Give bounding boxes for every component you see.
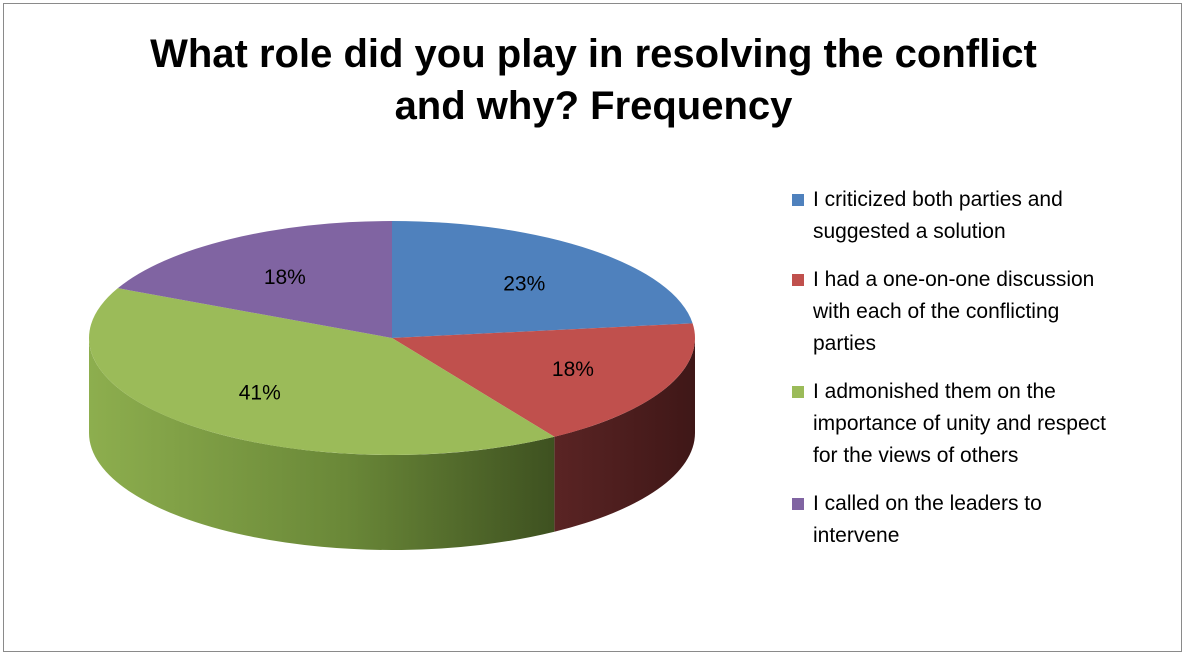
legend-label-1-line-1: I criticized both parties and (813, 188, 1063, 211)
legend-label-2-line-2: with each of the conflicting (813, 300, 1060, 323)
slice-4-top (117, 221, 392, 338)
legend-item-2: I had a one-on-one discussion with each o… (792, 264, 1172, 360)
legend-label-3-line-1: I admonished them on the (813, 380, 1056, 403)
legend-label-3-line-3: for the views of others (813, 444, 1019, 467)
chart-title: What role did you play in resolving the … (0, 28, 1187, 132)
legend-label-2-line-3: parties (813, 332, 877, 355)
slice-1-data-label: 23% (503, 273, 545, 296)
legend-swatch-1 (792, 194, 804, 206)
legend-item-1: I criticized both parties and suggested a… (792, 184, 1172, 248)
slice-3-data-label: 41% (239, 381, 281, 404)
legend-swatch-2 (792, 274, 804, 286)
slice-4-data-label: 18% (264, 266, 306, 289)
slice-1-top (392, 221, 693, 338)
slice-3-top (88, 288, 555, 456)
legend-label-4-line-1: I called on the leaders to (813, 492, 1042, 515)
slice-3-side (89, 338, 555, 550)
legend-label-3-line-2: importance of unity and respect (813, 412, 1106, 435)
legend-item-3: I admonished them on the importance of un… (792, 376, 1172, 472)
legend-swatch-3 (792, 386, 804, 398)
slice-2-top (392, 323, 696, 437)
slice-2-side (554, 338, 695, 532)
slice-2-data-label: 18% (552, 358, 594, 381)
legend-label-1-line-2: suggested a solution (813, 220, 1006, 243)
chart-title-line-1: What role did you play in resolving the … (150, 32, 1037, 76)
chart-title-line-2: and why? Frequency (394, 84, 793, 128)
legend-label-2-line-1: I had a one-on-one discussion (813, 268, 1095, 291)
legend-swatch-4 (792, 498, 804, 510)
legend-item-4: I called on the leaders to intervene (792, 488, 1172, 552)
legend-label-4-line-2: intervene (813, 524, 900, 547)
